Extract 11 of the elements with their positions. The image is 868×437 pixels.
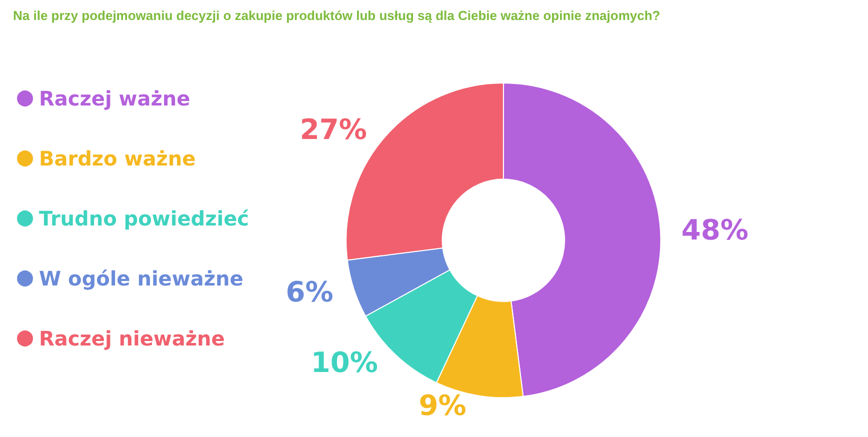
legend-label: Raczej nieważne [39, 326, 225, 350]
legend-label: W ogóle nieważne [39, 266, 244, 290]
legend-label: Raczej ważne [39, 86, 190, 110]
legend-label: Bardzo ważne [39, 146, 196, 170]
legend-label: Trudno powiedzieć [39, 206, 250, 230]
data-label: 48% [681, 213, 748, 246]
data-label: 10% [310, 346, 378, 379]
data-label: 9% [418, 389, 466, 422]
data-label: 27% [300, 113, 367, 146]
chart-title: Na ile przy podejmowaniu decyzji o zakupie produktów lub usług są dla Ciebie ważne opinie znajomych? [13, 8, 660, 23]
data-label: 6% [286, 276, 334, 309]
